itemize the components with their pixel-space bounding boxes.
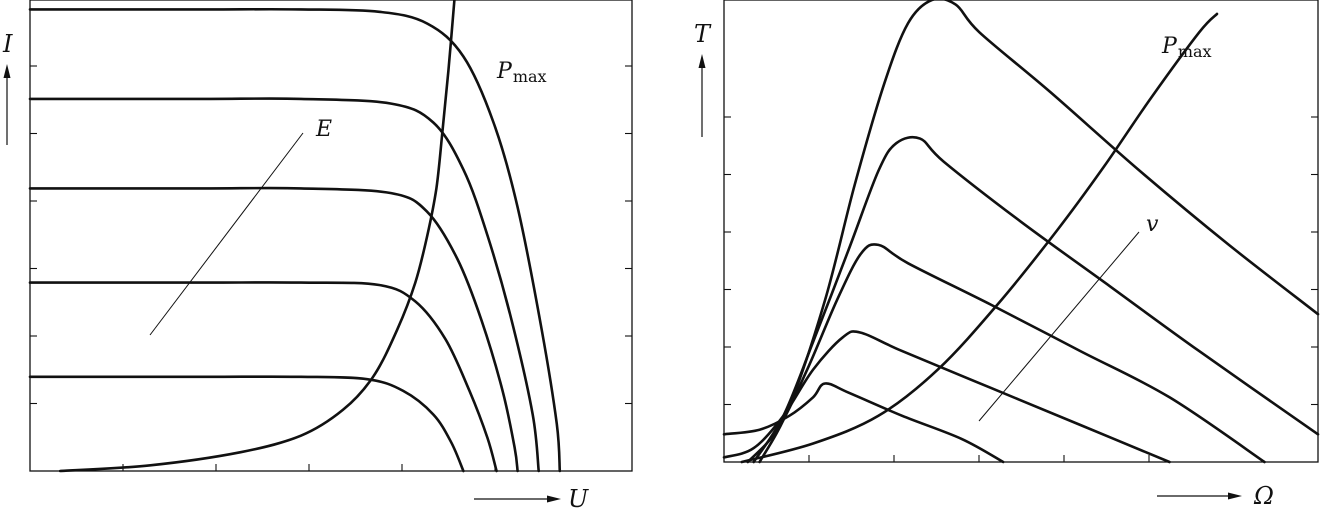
iu-curve-2 — [28, 97, 540, 473]
iu-curves — [28, 0, 562, 473]
iu-curve-4 — [28, 281, 498, 473]
t-omega-v-leader-line — [978, 231, 1140, 422]
iu-plot-frame — [29, 0, 633, 472]
t-omega-y-axis-label: T — [694, 20, 712, 48]
iu-curve-3 — [28, 186, 519, 473]
t-omega-axis-ticks — [724, 116, 1318, 462]
iu-curve-1 — [28, 7, 562, 473]
iu-x-axis-arrow — [474, 495, 561, 503]
iu-e-leader-line — [149, 132, 304, 336]
t-omega-curves — [722, 0, 1320, 464]
iu-e-annotation: E — [315, 117, 332, 142]
t-omega-x-axis-arrow — [1157, 492, 1242, 500]
t-omega-v-annotation: v — [1146, 212, 1159, 237]
t-omega-curve-2 — [722, 330, 1171, 464]
iu-x-axis-label: U — [568, 485, 589, 512]
t-omega-pmax-annotation: Pmax — [1161, 34, 1212, 61]
iu-pmax-annotation: Pmax — [496, 59, 547, 86]
iu-pmax-curve — [58, 0, 456, 473]
t-omega-curve-3 — [746, 243, 1266, 464]
iu-y-axis-arrow — [3, 64, 11, 145]
iu-chart: I U E Pmax — [2, 0, 633, 512]
t-omega-curve-1 — [722, 382, 1005, 464]
t-omega-x-axis-label: Ω — [1253, 482, 1274, 510]
t-omega-plot-frame — [723, 0, 1319, 463]
t-omega-curve-5 — [758, 0, 1320, 464]
t-omega-chart: T Ω v Pmax — [694, 0, 1320, 510]
t-omega-y-axis-arrow — [698, 54, 706, 137]
iu-curve-5 — [28, 375, 465, 473]
iu-y-axis-label: I — [2, 30, 13, 58]
t-omega-pmax-curve — [740, 12, 1219, 464]
